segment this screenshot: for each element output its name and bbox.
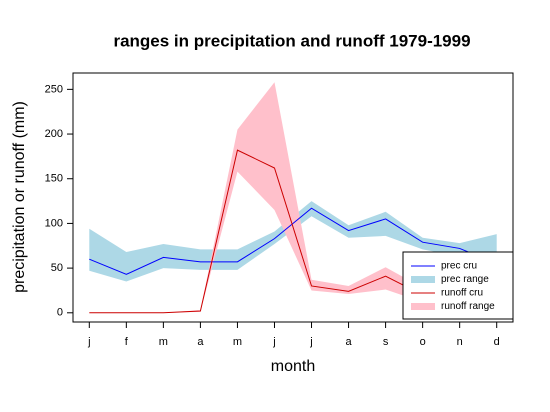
x-tick-label: n <box>457 336 463 348</box>
x-tick-label: m <box>233 336 242 348</box>
legend-label: prec range <box>441 274 489 285</box>
y-axis-label: precipitation or runoff (mm) <box>11 101 28 293</box>
x-tick-label: m <box>159 336 168 348</box>
x-tick-label: j <box>272 336 275 348</box>
range-area <box>89 201 497 282</box>
y-tick-label: 150 <box>45 173 63 185</box>
x-tick-label: j <box>87 336 90 348</box>
x-tick-label: o <box>420 336 426 348</box>
legend-label: runoff cru <box>441 288 483 299</box>
range-area <box>89 82 497 313</box>
x-tick-label: f <box>125 336 129 348</box>
x-axis-label: month <box>271 358 315 375</box>
legend-label: runoff range <box>441 301 495 312</box>
x-tick-label: a <box>345 336 352 348</box>
x-tick-label: s <box>383 336 389 348</box>
y-tick-label: 100 <box>45 217 63 229</box>
y-tick-label: 0 <box>57 307 63 319</box>
x-tick-label: a <box>197 336 204 348</box>
chart-title: ranges in precipitation and runoff 1979-… <box>113 31 470 50</box>
y-tick-label: 250 <box>45 83 63 95</box>
legend-label: prec cru <box>441 261 477 272</box>
y-tick-label: 50 <box>51 262 63 274</box>
x-tick-label: d <box>494 336 500 348</box>
y-tick-label: 200 <box>45 128 63 140</box>
plot-frame <box>72 72 514 323</box>
line <box>89 207 497 275</box>
x-tick-label: j <box>309 336 312 348</box>
